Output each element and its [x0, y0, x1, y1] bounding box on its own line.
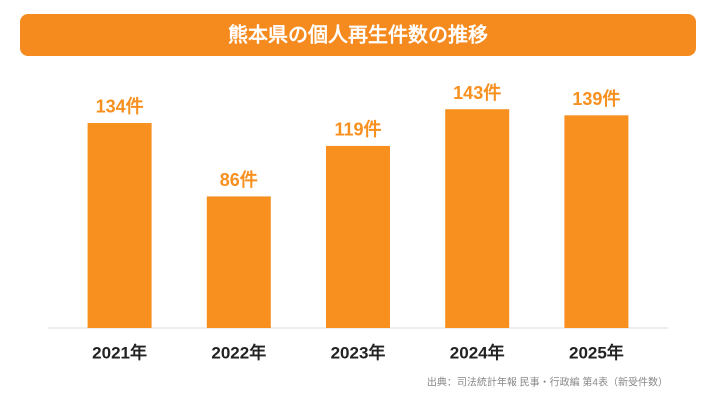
value-label: 119件: [334, 119, 381, 140]
bar: [326, 145, 390, 328]
bar: [87, 122, 152, 328]
x-tick-label: 2025年: [569, 342, 624, 362]
bar: [564, 115, 629, 328]
x-tick-label: 2022年: [211, 342, 266, 362]
source-note: 出典：司法統計年報 民事・行政編 第4表（新受件数）: [427, 376, 668, 389]
title-banner: [20, 14, 696, 56]
value-label: 139件: [572, 88, 620, 109]
bar: [206, 196, 271, 328]
chart-title: 熊本県の個人再生件数の推移: [228, 22, 488, 46]
x-tick-label: 2021年: [92, 342, 147, 362]
x-tick-label: 2023年: [331, 342, 386, 362]
bar: [445, 109, 510, 329]
x-tick-label: 2024年: [450, 342, 505, 362]
value-label: 143件: [453, 82, 501, 103]
value-label: 134件: [96, 96, 144, 117]
value-label: 86件: [220, 169, 258, 190]
